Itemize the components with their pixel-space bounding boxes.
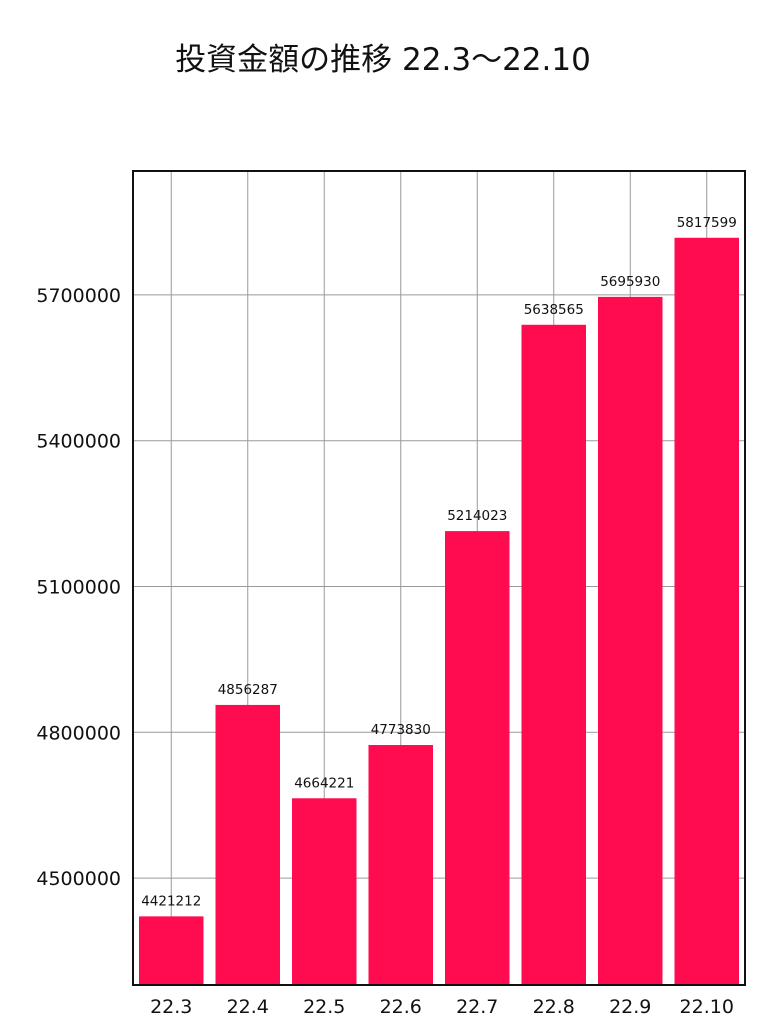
data-label: 5695930 [600, 274, 660, 290]
bar [445, 531, 510, 985]
y-tick-labels: 4500000 4800000 5100000 5400000 5700000 [36, 285, 121, 890]
y-tick-label: 4500000 [36, 868, 121, 890]
data-label: 4421212 [141, 893, 201, 909]
x-tick-label: 22.7 [456, 996, 498, 1018]
y-tick-label: 4800000 [36, 722, 121, 744]
data-label: 4856287 [218, 682, 278, 698]
y-tick-label: 5100000 [36, 577, 121, 599]
data-labels: 4421212 4856287 4664221 4773830 5214023 56385… [141, 215, 737, 910]
x-tick-label: 22.5 [303, 996, 345, 1018]
data-label: 4773830 [371, 722, 431, 738]
y-tick-label: 5700000 [36, 285, 121, 307]
x-tick-label: 22.9 [609, 996, 651, 1018]
bar [674, 237, 739, 986]
x-tick-label: 22.4 [227, 996, 269, 1018]
x-tick-label: 22.6 [380, 996, 422, 1018]
y-tick-label: 5400000 [36, 431, 121, 453]
data-label: 5214023 [447, 508, 507, 524]
bars [139, 237, 739, 986]
bar [368, 745, 433, 985]
data-label: 4664221 [294, 775, 354, 791]
bar [139, 916, 204, 985]
data-label: 5638565 [524, 302, 584, 318]
plot-frame [132, 170, 746, 986]
chart-title: 投資金額の推移 22.3〜22.10 [175, 42, 591, 78]
data-label: 5817599 [677, 215, 737, 231]
x-tick-label: 22.10 [680, 996, 734, 1018]
bar [292, 798, 357, 985]
bar [521, 324, 586, 985]
axes [132, 170, 746, 986]
bar [215, 704, 280, 985]
x-tick-label: 22.3 [150, 996, 192, 1018]
x-tick-label: 22.8 [533, 996, 575, 1018]
x-tick-labels: 22.3 22.4 22.5 22.6 22.7 22.8 22.9 22.10 [150, 996, 734, 1018]
bar [598, 296, 663, 986]
